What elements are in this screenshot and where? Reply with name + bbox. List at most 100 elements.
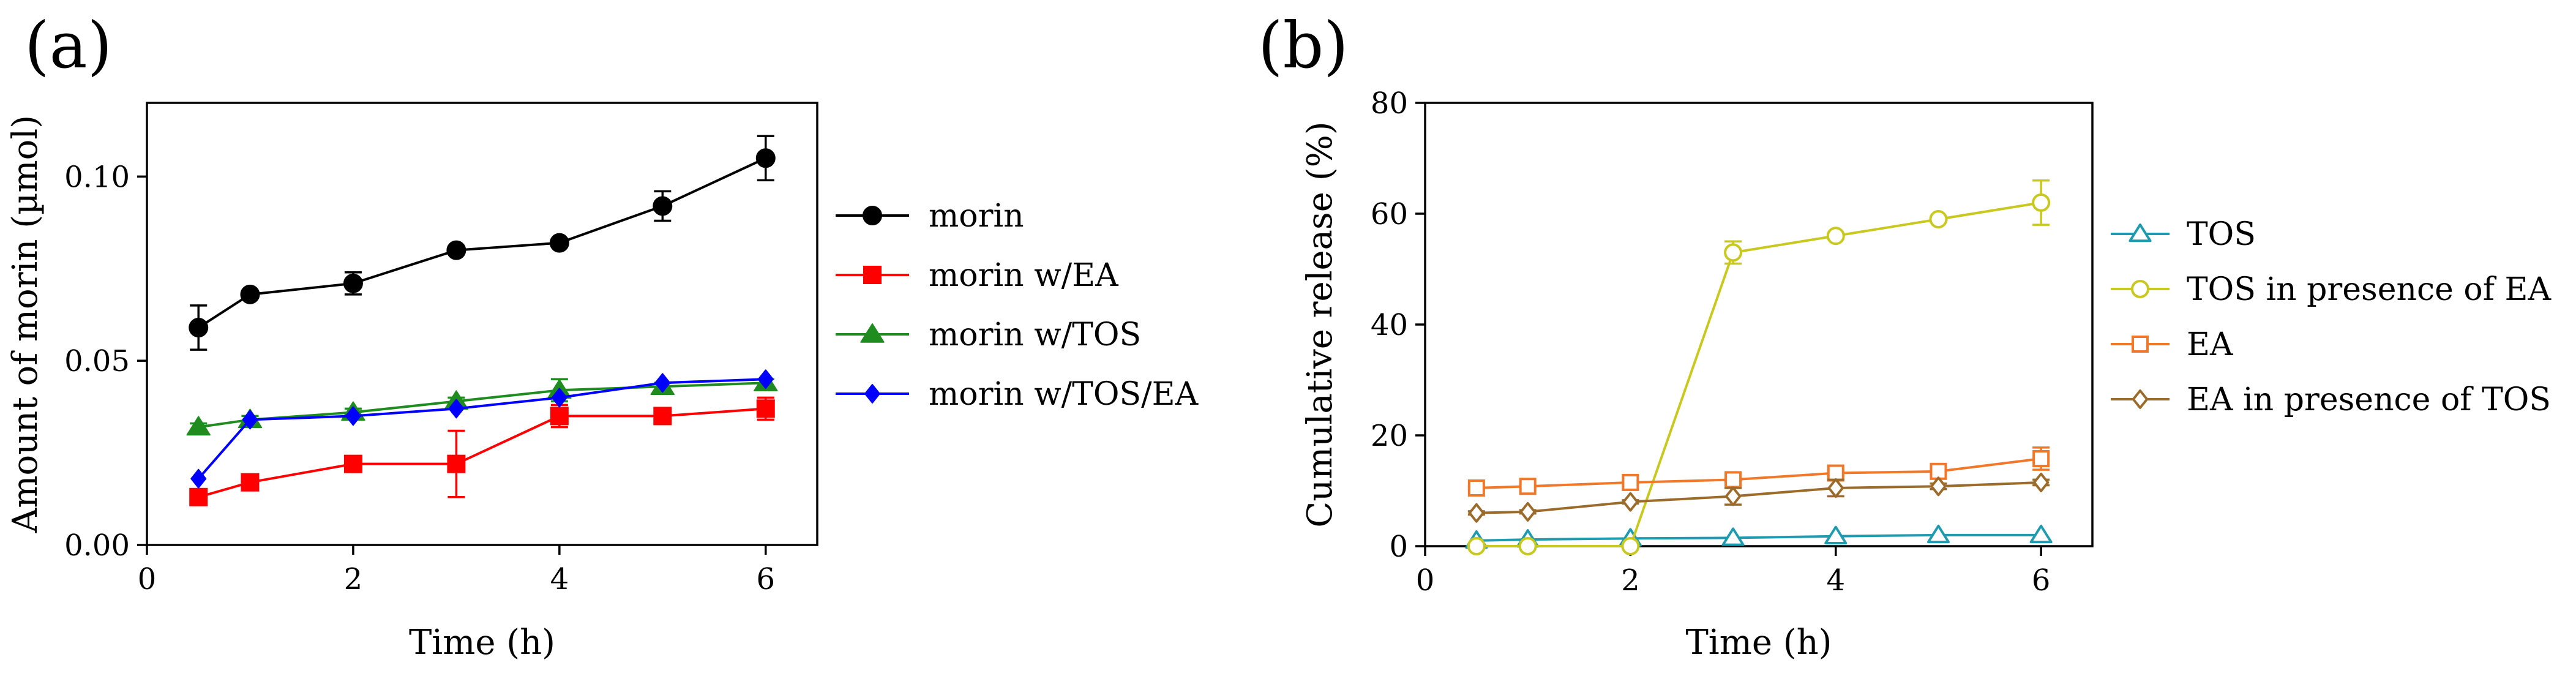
panel-label-a: (a): [24, 8, 112, 83]
plot-frame: [146, 102, 818, 546]
data-point: [1929, 210, 1948, 229]
legend-marker: [860, 323, 885, 343]
legend-entry: EA: [2187, 326, 2234, 363]
legend-entry: morin w/TOS/EA: [929, 376, 1199, 413]
data-point: [240, 284, 260, 304]
legend-marker: [863, 266, 882, 284]
chart-a: 0 2 4 6 0.00 0.05 0.10 Time (h) Amount of morin …: [6, 102, 1199, 663]
data-point: [186, 416, 211, 436]
x-tick-label: 0: [138, 562, 157, 596]
x-tick-label: 6: [2032, 563, 2051, 598]
x-axis-title: Time (h): [409, 623, 555, 663]
data-point: [2032, 193, 2051, 212]
data-point: [756, 399, 775, 418]
data-point: [446, 240, 466, 260]
legend-entry: TOS: [2187, 216, 2256, 253]
x-tick-label: 2: [344, 562, 363, 596]
data-point: [345, 406, 361, 426]
data-point: [190, 468, 207, 489]
x-tick-label: 6: [756, 562, 775, 596]
legend-marker: [864, 384, 880, 404]
legend-marker: [863, 206, 882, 225]
legend-entry: morin w/EA: [929, 257, 1119, 294]
legend-marker: [2132, 336, 2149, 353]
data-point: [654, 373, 671, 393]
data-point: [448, 399, 465, 419]
legend-marker: [2129, 223, 2152, 242]
x-tick-label: 4: [1826, 563, 1845, 598]
data-point: [189, 318, 209, 338]
y-tick-label: 80: [1371, 86, 1408, 121]
series-line: [1476, 533, 2042, 542]
data-point: [1622, 492, 1639, 512]
data-point: [1467, 537, 1486, 555]
series-line: [1476, 457, 2042, 489]
legend: morin morin w/EA morin w/TOS morin w/TOS/EA: [836, 198, 1199, 413]
data-point: [1467, 479, 1485, 497]
data-point: [2029, 524, 2053, 544]
series-group: [1467, 472, 2050, 523]
data-point: [1824, 525, 1848, 544]
data-point: [1724, 243, 1743, 262]
data-point: [653, 407, 672, 426]
data-point: [447, 454, 466, 473]
data-point: [1721, 527, 1745, 546]
y-tick-label: 40: [1371, 308, 1408, 342]
series-group: [189, 396, 775, 506]
data-point: [343, 454, 362, 473]
series-group: [1467, 179, 2051, 555]
legend-entry: EA in presence of TOS: [2187, 381, 2551, 418]
x-tick-label: 2: [1621, 563, 1640, 598]
legend-marker: [2132, 389, 2149, 409]
y-tick-label: 0.00: [64, 528, 130, 563]
data-point: [1724, 471, 1742, 489]
data-point: [1724, 486, 1742, 506]
series-line: [1476, 481, 2042, 514]
data-point: [551, 388, 567, 408]
data-point: [1926, 524, 1950, 544]
y-tick-label: 20: [1371, 419, 1408, 453]
y-tick-label: 60: [1371, 197, 1408, 231]
data-point: [755, 148, 776, 168]
data-point: [241, 473, 260, 492]
data-point: [1930, 476, 1947, 497]
y-tick-label: 0.05: [64, 344, 130, 378]
data-point: [2032, 450, 2050, 468]
data-point: [343, 273, 363, 293]
data-point: [2032, 472, 2050, 492]
legend-entry: TOS in presence of EA: [2187, 271, 2552, 308]
data-point: [757, 369, 774, 389]
data-point: [1468, 503, 1485, 523]
data-point: [1930, 462, 1947, 480]
y-axis-title: Cumulative release (%): [1300, 121, 1340, 527]
legend-marker: [2131, 280, 2149, 298]
series-group: [190, 369, 774, 489]
series-group: [189, 135, 776, 351]
data-point: [1827, 478, 1844, 498]
data-point: [189, 487, 208, 506]
y-axis-title: Amount of morin (µmol): [6, 115, 45, 533]
series-line: [198, 407, 766, 498]
data-point: [1621, 537, 1640, 555]
data-point: [1826, 227, 1845, 246]
x-tick-label: 4: [550, 562, 569, 596]
legend-entry: morin w/TOS: [929, 317, 1141, 353]
data-point: [1827, 464, 1844, 482]
y-tick-label: 0.10: [64, 160, 130, 194]
y-tick-label: 0: [1389, 530, 1408, 564]
data-point: [549, 233, 569, 253]
data-point: [1519, 501, 1536, 522]
legend-entry: morin: [929, 198, 1024, 235]
data-point: [242, 410, 258, 430]
series-group: [1465, 524, 2053, 549]
series-group: [1467, 446, 2050, 497]
data-point: [550, 407, 569, 426]
data-point: [653, 196, 673, 216]
panel-label-b: (b): [1258, 8, 1349, 83]
series-line: [198, 157, 766, 329]
series-line: [197, 378, 766, 480]
x-axis-title: Time (h): [1685, 623, 1832, 663]
data-point: [1519, 478, 1537, 495]
legend: TOS TOS in presence of EA EA EA in presence…: [2111, 216, 2552, 418]
